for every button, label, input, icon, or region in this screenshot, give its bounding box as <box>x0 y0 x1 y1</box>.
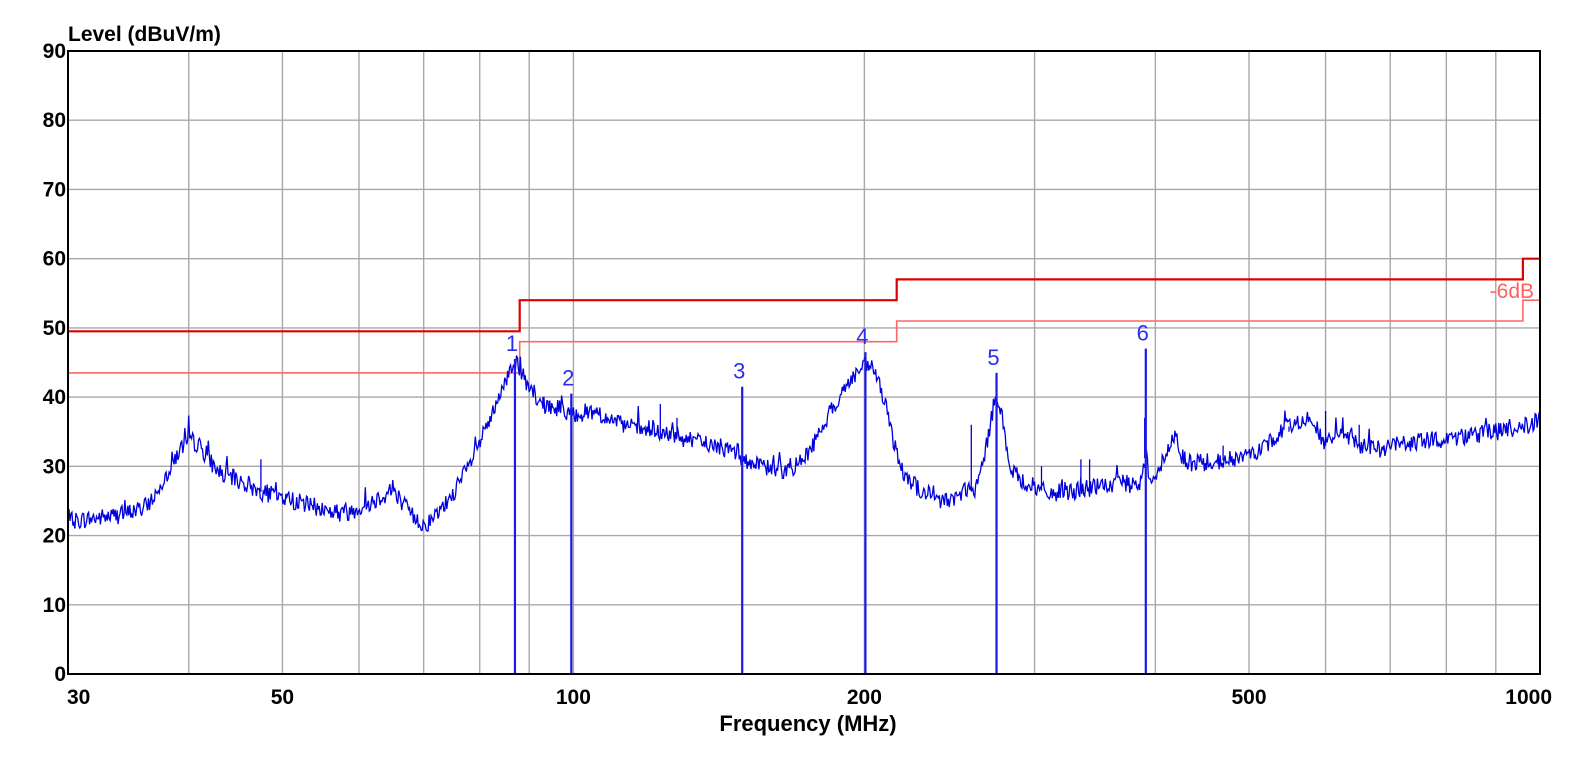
trace-group <box>67 355 1541 532</box>
y-axis-title: Level (dBuV/m) <box>68 23 221 46</box>
x-tick-label: 30 <box>67 686 90 709</box>
x-tick-label: 50 <box>271 686 294 709</box>
y-tick-label: 20 <box>43 525 66 548</box>
trace-line <box>67 355 1541 532</box>
x-tick-label: 200 <box>847 686 882 709</box>
x-axis-ticks: 30 50 100 200 500 1000 <box>67 686 1552 709</box>
y-tick-label: 80 <box>43 109 66 132</box>
y-tick-label: 0 <box>54 663 66 686</box>
marker-label: 4 <box>856 324 868 349</box>
limit-line <box>68 257 1540 333</box>
x-axis-title: Frequency (MHz) <box>719 711 896 736</box>
y-tick-label: 30 <box>43 455 66 478</box>
marker-label: 2 <box>562 366 574 391</box>
x-tick-label: 1000 <box>1505 686 1552 709</box>
y-tick-label: 70 <box>43 178 66 201</box>
y-tick-label: 50 <box>43 317 66 340</box>
marker-label: 5 <box>987 345 999 370</box>
markers-group: 1 2 3 4 5 6 <box>506 321 1149 674</box>
marker-label: 6 <box>1137 321 1149 346</box>
y-tick-label: 10 <box>43 594 66 617</box>
y-tick-label: 90 <box>43 40 66 63</box>
plot-frame <box>67 50 1541 675</box>
y-axis-ticks: 0 10 20 30 40 50 60 70 80 90 <box>43 40 66 686</box>
y-tick-label: 60 <box>43 248 66 271</box>
x-tick-label: 500 <box>1232 686 1267 709</box>
x-tick-label: 100 <box>556 686 591 709</box>
grid-lines <box>68 51 1540 674</box>
marker-label: 1 <box>506 331 518 356</box>
y-tick-label: 40 <box>43 386 66 409</box>
marker-label: 3 <box>733 359 745 384</box>
margin-line-label: -6dB <box>1490 280 1534 303</box>
